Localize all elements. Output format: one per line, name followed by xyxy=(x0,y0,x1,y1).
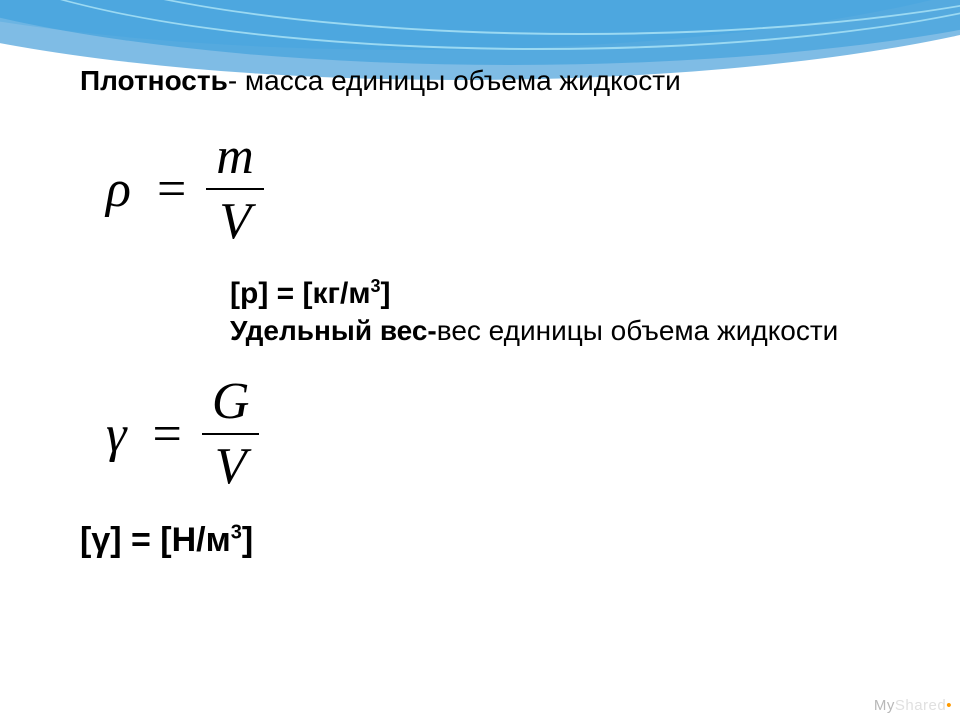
specific-weight-formula-block: γ = G V xyxy=(100,372,940,521)
specific-weight-denominator: V xyxy=(205,435,257,496)
equals-sign: = xyxy=(137,160,206,219)
density-denominator: V xyxy=(209,190,261,251)
watermark: MyShared• xyxy=(874,697,952,714)
density-formula-block: ρ = m V xyxy=(100,127,940,276)
specific-weight-unit: [γ] = [Н/м3] xyxy=(80,521,940,560)
title-dash: - xyxy=(228,65,245,96)
density-title: Плотность- масса единицы объема жидкости xyxy=(80,65,940,97)
density-definition: масса единицы объема жидкости xyxy=(245,65,681,96)
equals-sign-2: = xyxy=(133,405,202,464)
specific-weight-formula: γ = G V xyxy=(100,372,259,496)
density-numerator: m xyxy=(206,127,264,188)
density-unit-sup: 3 xyxy=(371,276,381,296)
watermark-my: My xyxy=(874,697,895,714)
density-unit-open: [р] = [кг/м xyxy=(230,277,371,310)
slide-content: Плотность- масса единицы объема жидкости… xyxy=(80,65,940,560)
sw-unit-open: [γ] = [Н/м xyxy=(80,521,231,559)
sw-unit-close: ] xyxy=(242,521,253,559)
specific-weight-definition: вес единицы объема жидкости xyxy=(437,315,839,346)
gamma-symbol: γ xyxy=(100,405,133,464)
density-unit-close: ] xyxy=(381,277,391,310)
sw-unit-sup: 3 xyxy=(231,522,242,544)
density-fraction: m V xyxy=(206,127,264,251)
specific-weight-title: Удельный вес-вес единицы объема жидкости xyxy=(230,315,940,347)
watermark-shared: Shared xyxy=(895,697,946,714)
density-formula: ρ = m V xyxy=(100,127,264,251)
density-unit: [р] = [кг/м3] xyxy=(230,276,940,311)
specific-weight-fraction: G V xyxy=(202,372,260,496)
rho-symbol: ρ xyxy=(100,160,137,219)
watermark-dot-icon: • xyxy=(946,697,952,714)
specific-weight-numerator: G xyxy=(202,372,260,433)
density-term: Плотность xyxy=(80,65,228,96)
specific-weight-term: Удельный вес- xyxy=(230,315,437,346)
